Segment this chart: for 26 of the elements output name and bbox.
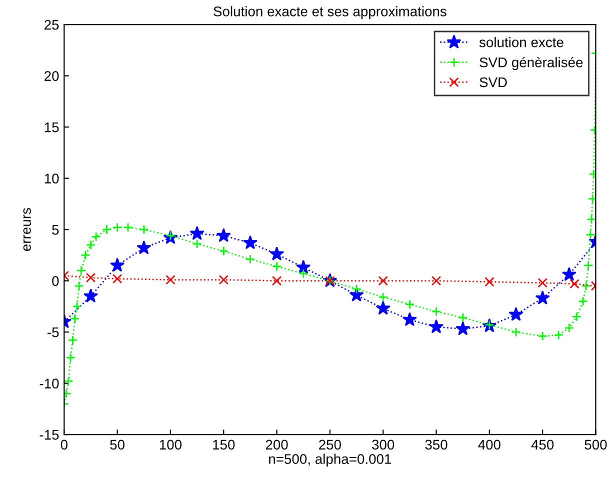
legend-label: solution excte <box>479 37 564 48</box>
y-tick-label: 5 <box>52 225 59 235</box>
x-tick-label: 0 <box>60 440 68 450</box>
x-tick-label: 350 <box>425 440 448 450</box>
y-axis-title: erreurs <box>23 208 31 251</box>
x-tick-label: 100 <box>160 440 182 450</box>
y-tick-label: -15 <box>40 430 59 440</box>
y-tick-label: 20 <box>44 71 59 81</box>
x-tick-label: 500 <box>584 440 607 450</box>
y-tick-label: 25 <box>44 20 59 30</box>
y-tick-label: 0 <box>52 276 59 286</box>
y-tick-label: 10 <box>44 174 59 184</box>
x-tick-label: 450 <box>531 440 554 450</box>
legend-label: SVD <box>480 77 507 88</box>
x-tick-label: 150 <box>213 440 235 450</box>
x-tick-label: 50 <box>110 440 124 450</box>
x-axis-title: n=500, alpha=0.001 <box>269 454 392 467</box>
x-tick-label: 250 <box>319 440 341 450</box>
y-tick-label: -10 <box>40 378 59 388</box>
y-tick-label: -5 <box>48 328 59 338</box>
x-tick-label: 300 <box>372 440 394 450</box>
chart-title: Solution exacte et ses approximations <box>214 6 446 20</box>
x-tick-label: 200 <box>266 440 288 450</box>
x-tick-label: 400 <box>478 440 500 450</box>
y-tick-label: 15 <box>44 122 59 132</box>
legend-label: SVD génèralisée <box>480 56 583 70</box>
